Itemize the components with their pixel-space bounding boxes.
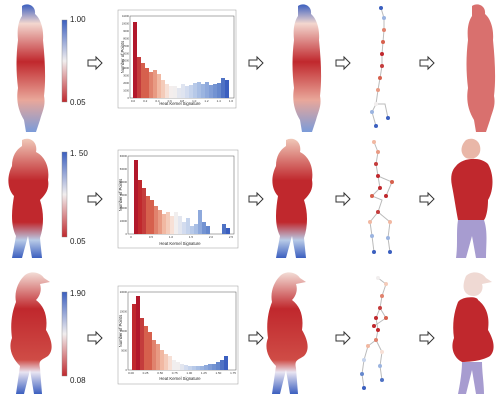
y-tick-label: 60000 (120, 154, 128, 158)
y-tick-label: 20000 (120, 206, 128, 210)
x-tick-label: 0.5 (149, 235, 154, 239)
y-tick-label: 0 (126, 232, 128, 236)
y-tick-label: 10000 (122, 21, 130, 25)
hks-figure-3 (10, 272, 52, 394)
hks-figure-2-segmented (272, 138, 313, 258)
colorbar-1 (61, 19, 68, 103)
hks-figure-3-segmented (266, 272, 308, 394)
segmented-figure-2 (451, 138, 493, 258)
colorbar-1-min: 0.05 (70, 98, 86, 107)
y-tick-label: 9000 (123, 29, 129, 33)
x-tick-label: 1.6 (229, 99, 234, 103)
y-tick-label: 5000 (121, 349, 127, 353)
y-tick-label: 3000 (123, 74, 129, 78)
x-tick-label: 1.0 (169, 235, 174, 239)
colorbar-3-min: 0.08 (70, 376, 86, 385)
y-tick-label: 6000 (123, 51, 129, 55)
x-tick-label: 2.0 (209, 235, 214, 239)
x-tick-label: 0.00 (128, 371, 134, 375)
arrow-icon (335, 56, 351, 70)
x-tick-label: 1.25 (201, 371, 207, 375)
y-tick-label: 7000 (123, 44, 129, 48)
colorbar-3 (61, 291, 68, 377)
y-tick-label: 40000 (120, 180, 128, 184)
histogram-1-xlabel: Heat Kernel Signature (159, 101, 201, 106)
x-tick-label: 1.0 (192, 99, 197, 103)
y-tick-label: 4000 (123, 66, 129, 70)
colorbar-2-max: 1. 50 (70, 149, 88, 158)
x-tick-label: 0.8 (180, 99, 185, 103)
y-tick-label: 20000 (120, 290, 128, 294)
row-2: 1. 50 0.05 Heat Kernel Signature Number … (8, 138, 493, 258)
colorbar-1-max: 1.00 (70, 15, 86, 24)
y-tick-label: 1000 (123, 89, 129, 93)
x-tick-label: 1.4 (217, 99, 222, 103)
colorbar-2 (61, 151, 68, 238)
arrow-icon (87, 331, 103, 345)
x-tick-label: 1.50 (216, 371, 222, 375)
y-tick-label: 8000 (123, 36, 129, 40)
histogram-2-ylabel: Number of Points (118, 179, 123, 211)
hks-figure-1-segmented (292, 4, 322, 133)
arrow-icon (419, 56, 435, 70)
histogram-2-xlabel: Heat Kernel Signature (159, 241, 201, 246)
x-tick-label: 0.4 (155, 99, 160, 103)
x-tick-label: 0.0 (131, 99, 136, 103)
arrow-icon (87, 56, 103, 70)
x-tick-label: 1.5 (189, 235, 194, 239)
x-tick-label: 0.75 (172, 371, 178, 375)
y-tick-label: 11000 (122, 14, 130, 18)
arrow-icon (248, 192, 264, 206)
y-tick-label: 10000 (120, 219, 128, 223)
histogram-3-bars (132, 296, 228, 370)
arrow-icon (248, 331, 264, 345)
x-tick-label: 1.00 (186, 371, 192, 375)
arrow-icon (419, 192, 435, 206)
segmented-figure-1 (466, 4, 496, 133)
x-tick-label: 1.2 (204, 99, 209, 103)
skeleton-1 (370, 6, 390, 128)
hks-figure-2 (8, 138, 49, 258)
x-tick-label: 0 (130, 235, 132, 239)
segmented-figure-3 (452, 272, 494, 394)
x-tick-label: 0.25 (143, 371, 149, 375)
histogram-1-bars (133, 22, 229, 98)
y-tick-label: 30000 (120, 193, 128, 197)
arrow-icon (335, 192, 351, 206)
histogram-1: Heat Kernel Signature Number of Points 0… (117, 9, 237, 109)
y-tick-label: 0 (126, 368, 128, 372)
x-tick-label: 2.5 (229, 235, 234, 239)
histogram-2: Heat Kernel Signature Number of Points 0… (117, 149, 239, 249)
row-1: 1.00 0.05 Heat Kernel Signature (16, 4, 496, 133)
y-tick-label: 0 (128, 96, 130, 100)
y-tick-label: 10000 (120, 329, 128, 333)
hks-figure-1 (16, 4, 46, 133)
x-tick-label: 0.6 (168, 99, 173, 103)
x-tick-label: 0.2 (143, 99, 148, 103)
colorbar-3-max: 1.90 (70, 289, 86, 298)
row-3: 1.90 0.08 Heat Kernel Signature Numbe (10, 272, 494, 394)
y-tick-label: 5000 (123, 59, 129, 63)
histogram-1-ylabel: Number of Points (120, 41, 125, 73)
y-tick-label: 2000 (123, 81, 129, 85)
arrow-icon (419, 331, 435, 345)
arrow-icon (87, 192, 103, 206)
arrow-icon (335, 331, 351, 345)
colorbar-2-min: 0.05 (70, 237, 86, 246)
histogram-3-xlabel: Heat Kernel Signature (159, 376, 201, 381)
histogram-3: Heat Kernel Signature Number of Points 0… (117, 285, 239, 385)
arrow-icon (248, 56, 264, 70)
x-tick-label: 1.75 (230, 371, 236, 375)
skeleton-2 (368, 140, 394, 254)
histogram-2-bars (134, 160, 230, 234)
skeleton-3 (360, 276, 388, 390)
x-tick-label: 0.50 (157, 371, 163, 375)
y-tick-label: 50000 (120, 167, 128, 171)
histogram-3-ylabel: Number of Points (118, 315, 123, 347)
y-tick-label: 15000 (120, 310, 128, 314)
